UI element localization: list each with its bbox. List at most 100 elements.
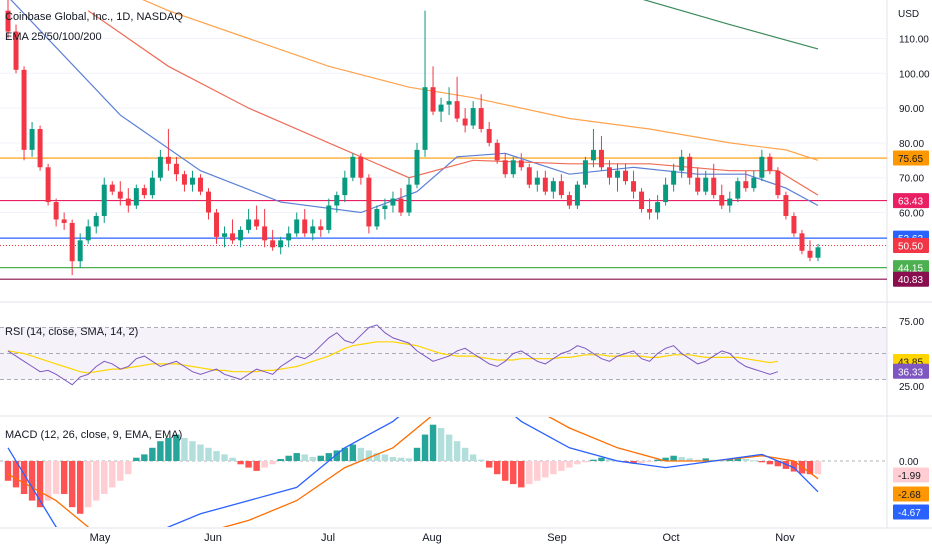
candle-body [141,188,147,196]
candle-body [45,167,51,203]
macd-histogram-bar [381,454,389,461]
candle-body [775,170,781,196]
candle-body [743,181,749,189]
time-axis-label: Jun [204,532,222,544]
macd-histogram-bar [389,457,397,461]
candle-body [542,177,548,192]
macd-histogram-bar [774,461,782,467]
macd-histogram-bar [149,447,156,461]
macd-histogram-bar [405,458,413,461]
candle-body [566,195,572,206]
macd-histogram-bar [670,455,677,461]
macd-value-badge-bg [893,504,929,520]
candle-body [286,233,292,241]
candle-body [302,219,308,234]
candle-body [478,108,484,129]
currency-label: USD [898,9,920,20]
level-badge-text: 75.65 [898,154,923,165]
candle-body [149,177,155,196]
candle-body [310,226,316,234]
last-price-badge: 50.50 [893,238,929,254]
candle-body [294,219,300,234]
candle-body [430,87,436,112]
candle-body [791,215,797,234]
candle-body [671,170,677,185]
candle-body [262,226,268,241]
candle-body [735,181,741,199]
ema-line [142,0,819,161]
candle-body [703,177,709,192]
candle-body [398,198,404,213]
macd-histogram-bar [429,424,437,461]
macd-histogram-bar [646,461,653,462]
macd-histogram-bar [189,441,196,461]
candle-body [189,177,195,185]
candle-body [582,160,588,185]
price-tick-label: 100.00 [899,69,930,80]
time-axis-label: May [90,532,111,544]
candle-body [93,215,99,227]
level-badge-bg [893,150,929,166]
price-tick-label: 60.00 [899,209,924,220]
macd-histogram-bar [28,461,36,501]
macd-histogram-bar [325,453,333,461]
macd-histogram-bar [437,428,445,461]
candle-body [558,181,564,196]
rsi-legend: RSI (14, close, SMA, 14, 2) [5,326,139,338]
level-badge: 63.43 [893,193,929,209]
macd-histogram-bar [357,447,365,461]
macd-value-badge-text: -4.67 [898,508,921,519]
time-axis-label: Nov [775,532,795,544]
ema-line [10,0,819,214]
candle-body [759,156,765,178]
macd-histogram-bar [269,461,276,465]
macd-histogram-bar [421,434,429,461]
candle-body [606,167,612,178]
candle-body [422,87,428,150]
macd-histogram-bar [485,461,493,468]
level-badge-bg [893,193,929,209]
candle-body [246,219,252,230]
price-tick-label: 90.00 [899,104,924,115]
candle-body [639,191,645,210]
candle-body [278,240,284,248]
macd-histogram-bar [574,461,581,465]
macd-histogram-bar [558,461,565,471]
level-badge-text: 63.43 [898,197,923,208]
rsi-tick-label: 25.00 [899,382,924,393]
macd-histogram-bar [293,453,300,461]
macd-histogram-bar [493,461,501,475]
macd-signal-badge-bg [893,486,929,502]
macd-histogram-bar [213,451,220,461]
candle-body [623,170,629,182]
candle-body [342,177,348,196]
macd-histogram-bar [141,454,148,461]
candle-body [486,128,492,143]
macd-histogram-bar [44,461,52,501]
rsi-value-badge-text: 36.33 [898,367,923,378]
candle-body [77,240,83,262]
candle-body [406,184,412,213]
candle-body [254,219,260,227]
price-tick-label: 110.00 [899,35,929,46]
macd-histogram-bar [526,461,533,485]
candle-body [446,101,452,105]
candle-body [454,101,460,119]
candle-body [534,177,540,185]
macd-histogram-bar [365,450,373,461]
macd-value-badge: -4.67 [893,504,929,520]
candle-body [767,156,773,171]
candle-body [206,191,211,213]
macd-histogram-bar [726,459,733,461]
macd-histogram-bar [165,437,172,461]
macd-histogram-bar [285,455,292,461]
candle-body [358,156,364,178]
candle-body [230,233,236,241]
candle-body [807,250,813,258]
macd-histogram-bar [76,461,84,514]
macd-histogram-bar [654,459,661,461]
macd-histogram-bar [413,447,421,461]
macd-histogram-bar [566,461,573,468]
macd-histogram-bar [68,461,76,508]
